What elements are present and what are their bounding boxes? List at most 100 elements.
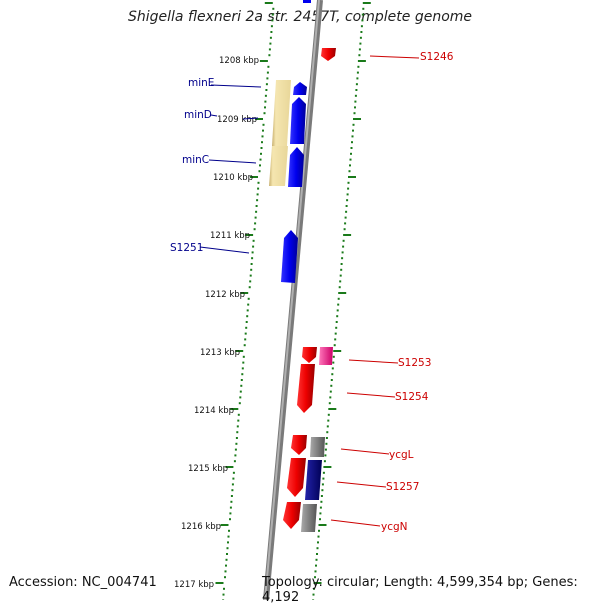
scale-dot bbox=[264, 100, 267, 103]
scale-dot bbox=[232, 471, 235, 474]
label-ycgN[interactable]: ycgN bbox=[381, 521, 408, 533]
feature-gray bbox=[310, 437, 325, 457]
scale-dot bbox=[344, 222, 347, 225]
scale-dot bbox=[230, 408, 239, 410]
label-S1257[interactable]: S1257 bbox=[386, 481, 419, 493]
scale-dot bbox=[247, 303, 250, 306]
protein-features bbox=[301, 347, 333, 532]
scale-dot bbox=[351, 141, 353, 144]
tick-label: 1216 kbp bbox=[181, 522, 221, 532]
scale-dot bbox=[313, 587, 315, 590]
scale-dot bbox=[224, 570, 227, 573]
scale-dot bbox=[271, 13, 274, 16]
tick-label: 1212 kbp bbox=[205, 290, 245, 300]
tick-label: 1209 kbp bbox=[217, 115, 257, 125]
scale-dot bbox=[225, 564, 227, 567]
scale-dot bbox=[333, 344, 336, 347]
scale-dot bbox=[321, 489, 324, 492]
scale-dot bbox=[241, 373, 244, 376]
label-leaders bbox=[199, 55, 420, 527]
scale-dot bbox=[347, 181, 350, 184]
scale-dot bbox=[263, 112, 266, 115]
scale-dot bbox=[270, 31, 273, 33]
scale-dot bbox=[328, 402, 331, 405]
scale-dot bbox=[236, 425, 239, 428]
gene-labels: minE minD minC S1251 S1246 S1253 S1254 y… bbox=[170, 51, 454, 533]
scale-dot bbox=[333, 350, 342, 352]
scale-dot bbox=[245, 234, 254, 236]
scale-dot bbox=[335, 321, 338, 323]
tick-label: 1210 kbp bbox=[213, 173, 253, 183]
scale-dot bbox=[259, 164, 261, 167]
scale-dot bbox=[253, 228, 256, 231]
scale-dot bbox=[269, 42, 272, 45]
scale-dot bbox=[330, 384, 333, 387]
scale-dot bbox=[314, 576, 316, 579]
scale-dot bbox=[227, 535, 230, 538]
scale-dot bbox=[354, 100, 357, 103]
scale-dot bbox=[235, 437, 238, 439]
gene-ycgL bbox=[291, 435, 307, 455]
scale-dot bbox=[349, 164, 351, 167]
gene-S1257 bbox=[287, 458, 306, 497]
scale-dot bbox=[345, 205, 348, 207]
scale-dot bbox=[354, 94, 357, 97]
label-minD[interactable]: minD bbox=[184, 109, 212, 121]
accession-text: Accession: NC_004741 bbox=[9, 575, 157, 590]
scale-dot bbox=[342, 245, 345, 248]
scale-dot bbox=[334, 332, 337, 335]
scale-dot bbox=[332, 361, 335, 364]
label-S1246[interactable]: S1246 bbox=[420, 51, 454, 63]
scale-dot bbox=[236, 431, 239, 434]
gene-minD bbox=[290, 97, 306, 144]
scale-dot bbox=[256, 199, 259, 202]
scale-dot bbox=[336, 309, 339, 312]
gene-ycgN bbox=[283, 502, 301, 529]
label-minE[interactable]: minE bbox=[188, 77, 214, 89]
scale-dot bbox=[358, 48, 361, 51]
reverse-cds[interactable] bbox=[283, 48, 336, 529]
label-ycgL[interactable]: ycgL bbox=[389, 449, 414, 461]
label-S1253[interactable]: S1253 bbox=[398, 357, 431, 369]
scale-dot bbox=[315, 564, 317, 567]
scale-dot bbox=[326, 431, 329, 434]
scale-dot bbox=[234, 454, 237, 457]
scale-dot bbox=[318, 524, 327, 526]
scale-dot bbox=[229, 518, 231, 521]
scale-dot bbox=[320, 500, 323, 503]
scale-dot bbox=[358, 54, 361, 57]
scale-dot bbox=[229, 512, 232, 515]
scale-dot bbox=[355, 83, 358, 86]
scale-dot bbox=[349, 158, 352, 161]
forward-cds[interactable] bbox=[281, 82, 307, 283]
scale-dot bbox=[262, 129, 264, 132]
label-minC[interactable]: minC bbox=[182, 154, 209, 166]
scale-dot bbox=[352, 129, 354, 132]
scale-dot bbox=[319, 506, 322, 509]
scale-dot bbox=[226, 547, 229, 550]
tick-label: 1214 kbp bbox=[194, 406, 234, 416]
scale-dot bbox=[243, 344, 246, 347]
scale-dot bbox=[329, 396, 332, 399]
scale-dot bbox=[320, 495, 323, 497]
scale-dot bbox=[242, 361, 245, 364]
scale-dot bbox=[354, 106, 356, 109]
scale-dot bbox=[240, 384, 243, 387]
scale-dot bbox=[353, 112, 356, 115]
scale-dot bbox=[359, 36, 362, 39]
scale-dot bbox=[339, 274, 342, 277]
scale-dot bbox=[339, 280, 342, 283]
label-S1254[interactable]: S1254 bbox=[395, 391, 429, 403]
scale-dot bbox=[360, 31, 363, 33]
scale-dot bbox=[361, 19, 364, 22]
label-S1251[interactable]: S1251 bbox=[170, 242, 203, 254]
scale-dot bbox=[315, 558, 318, 561]
scale-tick-labels: 1208 kbp 1209 kbp 1210 kbp 1211 kbp 1212… bbox=[174, 56, 259, 590]
scale-dot bbox=[220, 524, 229, 526]
scale-dot bbox=[337, 303, 340, 306]
tick-label: 1213 kbp bbox=[200, 348, 240, 358]
scale-dot bbox=[249, 274, 252, 277]
scale-dot bbox=[271, 19, 274, 22]
scale-dot bbox=[250, 268, 253, 271]
scale-dot bbox=[239, 396, 242, 399]
